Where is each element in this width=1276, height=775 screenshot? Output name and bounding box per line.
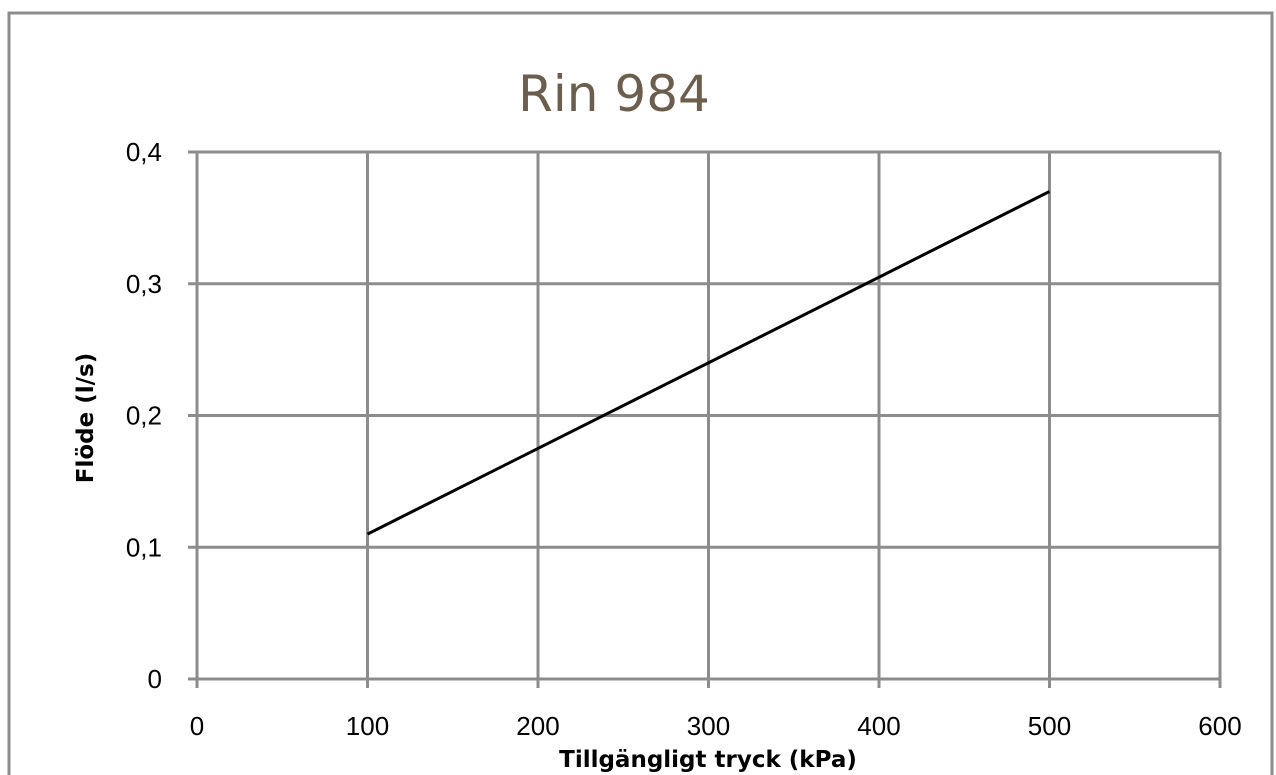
grid-lines (197, 150, 1222, 679)
x-tick-label-300: 300 (687, 711, 730, 741)
x-tick-label-0: 0 (190, 711, 204, 741)
y-tick-label-1: 0,1 (126, 532, 162, 562)
x-tick-label-500: 500 (1028, 711, 1071, 741)
y-tick-label-3: 0,3 (126, 269, 162, 299)
chart-title: Rin 984 (518, 65, 710, 123)
x-tick-label-400: 400 (857, 711, 900, 741)
y-tick-label-4: 0,4 (126, 137, 162, 167)
series-lines (366, 190, 1051, 536)
x-axis-label: Tillgängligt tryck (kPa) (559, 747, 857, 773)
x-tick-label-100: 100 (346, 711, 389, 741)
series-line-0 (366, 190, 1051, 536)
x-tick-label-200: 200 (516, 711, 559, 741)
chart-frame (7, 11, 1274, 775)
y-axis-label: Flöde (l/s) (73, 353, 99, 483)
y-tick-label-2: 0,2 (126, 401, 162, 431)
axes (188, 150, 1222, 688)
x-tick-label-600: 600 (1198, 711, 1241, 741)
tick-labels: 0 100 200 300 400 500 600 0 0,1 0,2 0,3 0,4 (126, 137, 1242, 741)
y-tick-label-0: 0 (148, 664, 162, 694)
